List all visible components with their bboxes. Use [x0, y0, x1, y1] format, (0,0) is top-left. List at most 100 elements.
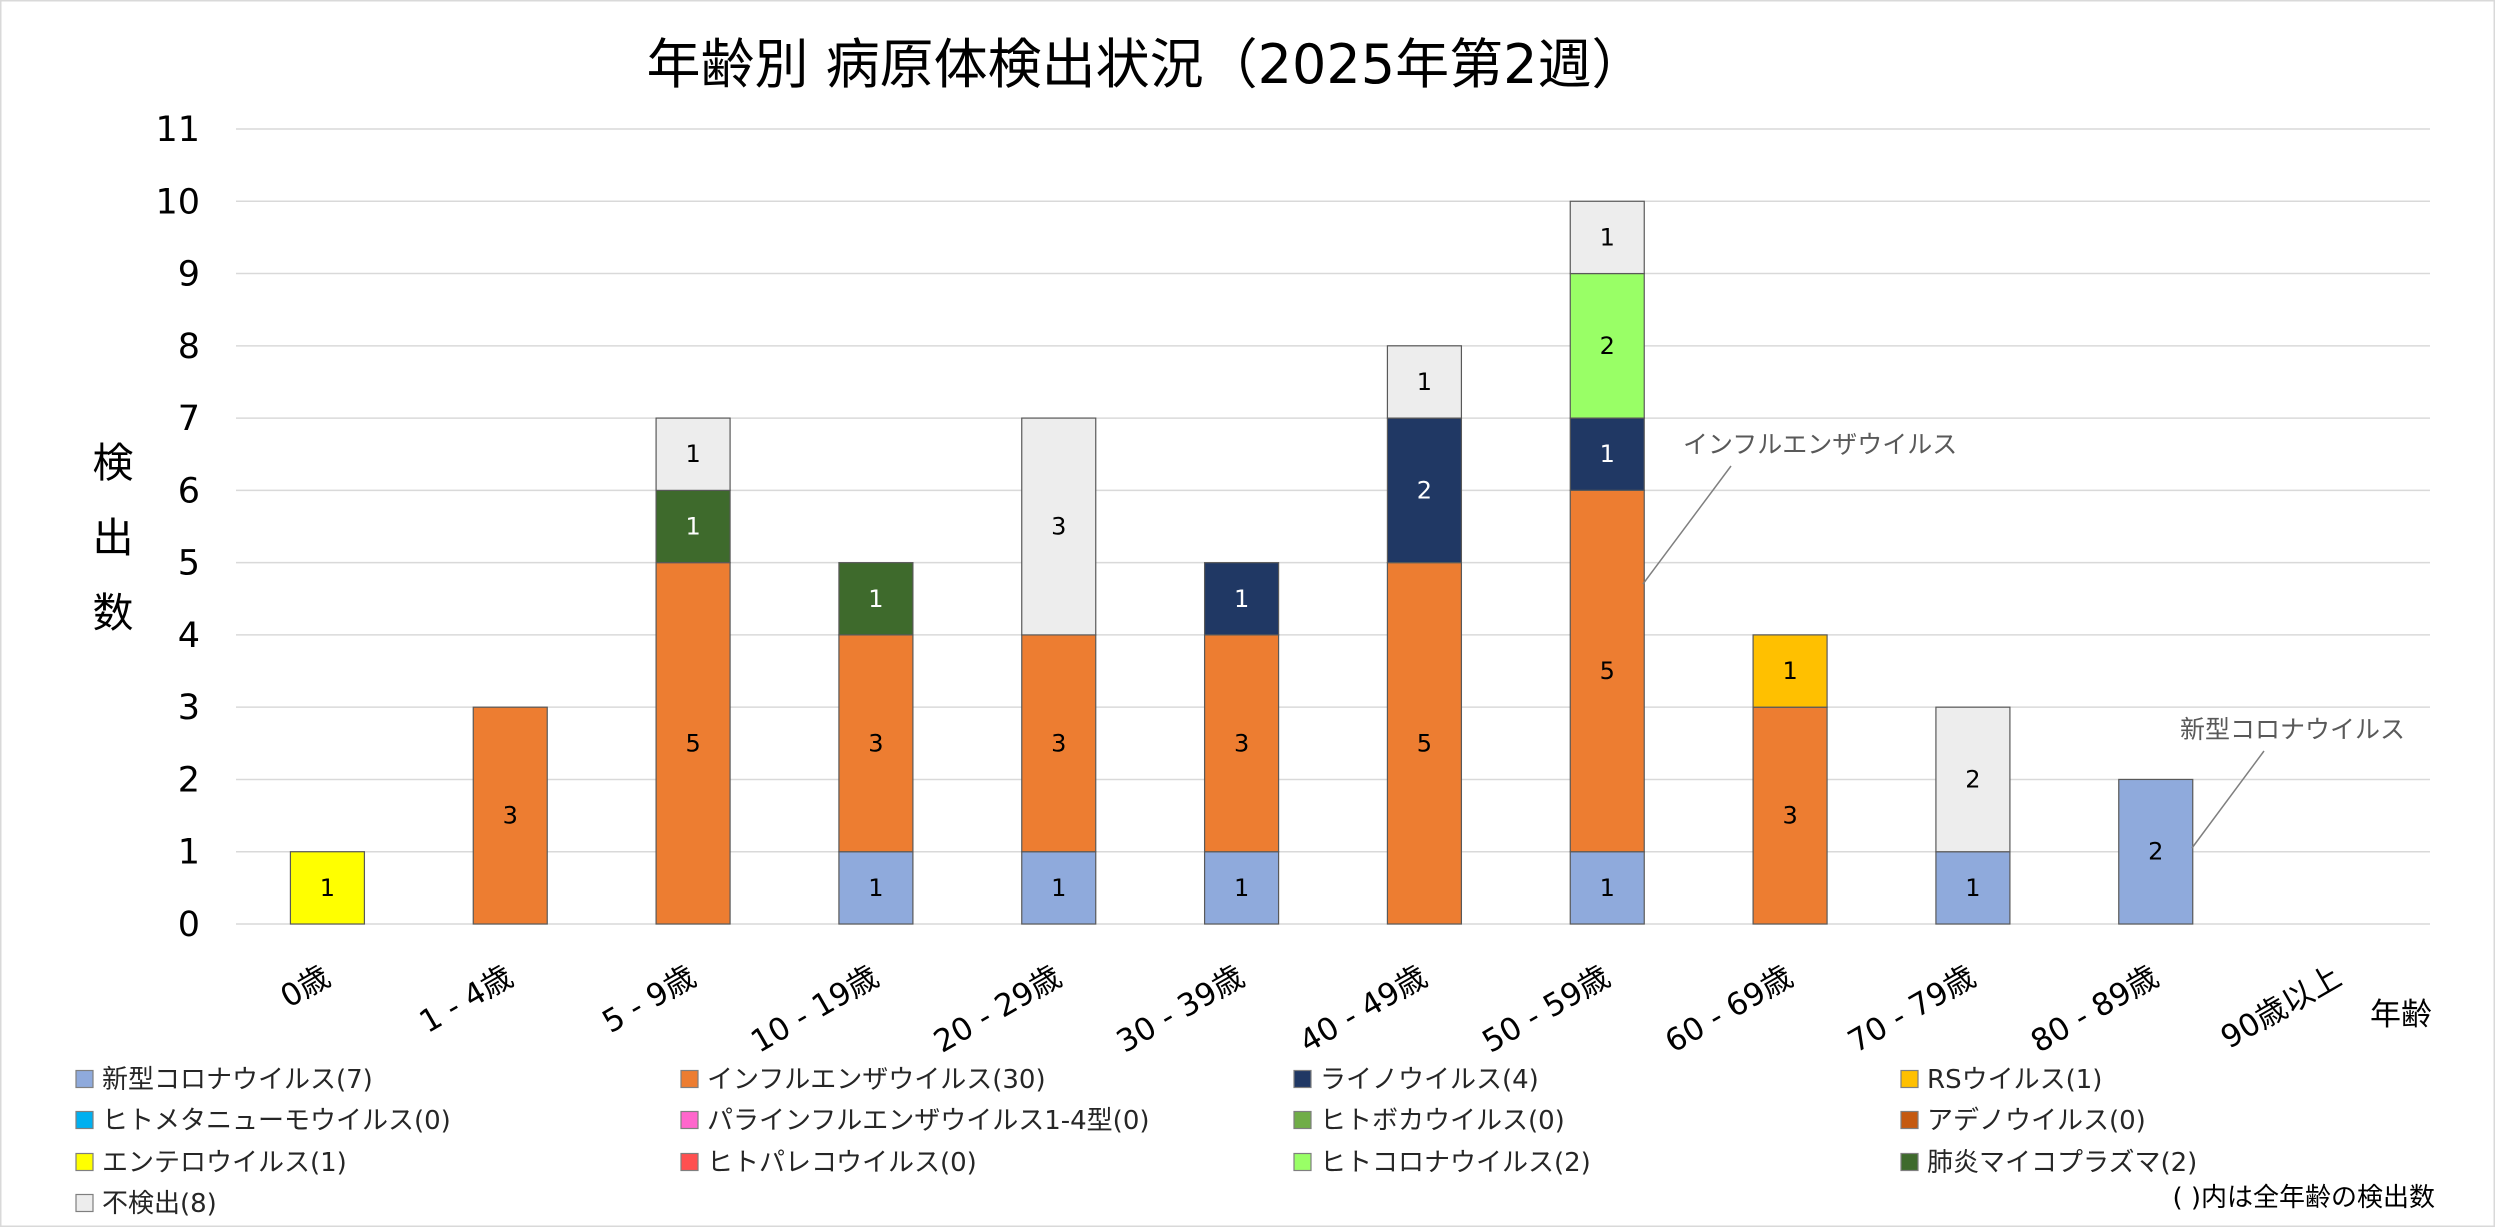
bar-segment [1569, 851, 1645, 925]
legend-swatch [75, 1152, 94, 1172]
bar-segment [2118, 778, 2194, 925]
bar-segment [1935, 851, 2011, 925]
legend-swatch [1900, 1069, 1919, 1089]
legend-swatch [680, 1069, 699, 1089]
legend-item: エンテロウイルス(1) [75, 1148, 347, 1178]
legend-label: エンテロウイルス(1) [102, 1148, 347, 1178]
legend-label: インフルエンザウイルス(30) [707, 1065, 1046, 1095]
legend-label: ライノウイルス(4) [1320, 1065, 1539, 1095]
bar-segment [838, 851, 914, 925]
y-tick-label: 1 [178, 833, 200, 873]
data-label: 1 [1600, 440, 1615, 468]
bar-segment [472, 706, 548, 925]
legend-item: 肺炎マイコプラズマ(2) [1900, 1148, 2197, 1178]
legend-label: アデノウイルス(0) [1927, 1106, 2146, 1136]
data-label: 1 [868, 585, 883, 613]
legend-swatch [680, 1110, 699, 1130]
bar-segment [1569, 272, 1645, 419]
legend-label: 不検出(8) [102, 1189, 217, 1219]
legend-item: ヒトボカウイルス(0) [1293, 1106, 1565, 1136]
y-tick-label: 0 [178, 905, 200, 945]
legend-swatch [1900, 1110, 1919, 1130]
bar-segment [655, 489, 731, 564]
legend-swatch [680, 1152, 699, 1172]
annotation-leader-line [2191, 750, 2265, 849]
data-label: 3 [1051, 729, 1066, 757]
data-label: 5 [1417, 729, 1432, 757]
legend-swatch [1293, 1069, 1312, 1089]
data-label: 5 [685, 729, 700, 757]
bar-segment [1569, 489, 1645, 853]
legend-swatch [1293, 1152, 1312, 1172]
bar-segment [1021, 851, 1097, 925]
legend-label: ヒトコロナウイルス(2) [1320, 1148, 1591, 1178]
bar-segment [655, 562, 731, 925]
chart-note: ( )内は全年齢の検出数 [2172, 1183, 2435, 1213]
legend-label: ヒトメタニューモウイルス(0) [102, 1106, 451, 1136]
annotation-leader-line [1642, 465, 1732, 585]
y-tick-label: 8 [178, 327, 200, 367]
y-tick-label: 3 [178, 688, 200, 728]
x-axis-title: 年齢 [2370, 997, 2432, 1033]
bar-segment [1021, 634, 1097, 853]
data-label: 2 [1965, 765, 1980, 793]
y-tick-label: 9 [178, 255, 200, 295]
legend-item: パラインフルエンザウイルス1-4型(0) [680, 1106, 1150, 1136]
y-axis-title: 検出数 [85, 441, 133, 666]
legend-label: 新型コロナウイルス(7) [102, 1065, 373, 1095]
legend-label: 肺炎マイコプラズマ(2) [1927, 1148, 2197, 1178]
y-tick-label: 2 [178, 760, 200, 800]
data-label: 3 [503, 802, 518, 830]
legend-label: ヒトボカウイルス(0) [1320, 1106, 1565, 1136]
bar-segment [1752, 634, 1828, 708]
data-label: 3 [1234, 729, 1249, 757]
legend-item: ヒトコロナウイルス(2) [1293, 1148, 1591, 1178]
data-label: 1 [868, 874, 883, 902]
annotation-label: 新型コロナウイルス [2180, 715, 2405, 744]
bar-segment [838, 562, 914, 636]
data-label: 3 [868, 729, 883, 757]
bar-segment [1386, 562, 1463, 925]
legend-swatch [1900, 1152, 1919, 1172]
legend-item: 新型コロナウイルス(7) [75, 1065, 373, 1095]
bar-segment [1021, 417, 1097, 636]
data-labels: 1 3 5 1 1 1 3 1 1 3 3 1 3 1 5 2 1 1 5 1 2 1 3 1 1 2 2 [320, 223, 2164, 901]
data-label: 2 [2148, 838, 2163, 866]
legend-item: 不検出(8) [75, 1189, 217, 1219]
bar-segment [1203, 562, 1280, 636]
legend-label: ヒトパレコウイルス(0) [707, 1148, 977, 1178]
data-label: 1 [1234, 874, 1249, 902]
data-label: 2 [1600, 332, 1615, 360]
data-label: 2 [1417, 476, 1432, 504]
y-tick-label: 7 [178, 399, 200, 439]
data-label: 1 [1600, 874, 1615, 902]
data-label: 1 [685, 513, 700, 541]
chart-title: 年齢別 病原体検出状況（2025年第2週） [647, 33, 1646, 96]
legend-swatch [75, 1193, 94, 1213]
legend-label: パラインフルエンザウイルス1-4型(0) [707, 1106, 1150, 1136]
bar-segment [655, 417, 731, 491]
legend-item: RSウイルス(1) [1900, 1065, 2102, 1095]
legend-item: ライノウイルス(4) [1293, 1065, 1539, 1095]
legend-item: ヒトメタニューモウイルス(0) [75, 1106, 451, 1136]
bar-segment [1386, 417, 1463, 564]
data-label: 1 [1965, 874, 1980, 902]
y-axis-ticks: 0 1 2 3 4 5 6 7 8 9 10 11 [155, 110, 200, 945]
bar-segment [1569, 200, 1645, 275]
legend-swatch [75, 1069, 94, 1089]
legend-label: RSウイルス(1) [1927, 1065, 2102, 1095]
data-label: 1 [1782, 657, 1797, 685]
bar-segment [838, 634, 914, 853]
bar-segment [1752, 706, 1828, 925]
legend: 新型コロナウイルス(7) インフルエンザウイルス(30) ライノウイルス(4) RSウ… [75, 1065, 2197, 1219]
data-label: 1 [1600, 223, 1615, 251]
legend-swatch [1293, 1110, 1312, 1130]
legend-item: アデノウイルス(0) [1900, 1106, 2146, 1136]
data-label: 5 [1600, 657, 1615, 685]
legend-swatch [75, 1110, 94, 1130]
data-label: 1 [1051, 874, 1066, 902]
bar-segment [1203, 851, 1280, 925]
data-label: 1 [1417, 368, 1432, 396]
bar-segment [1386, 345, 1463, 419]
